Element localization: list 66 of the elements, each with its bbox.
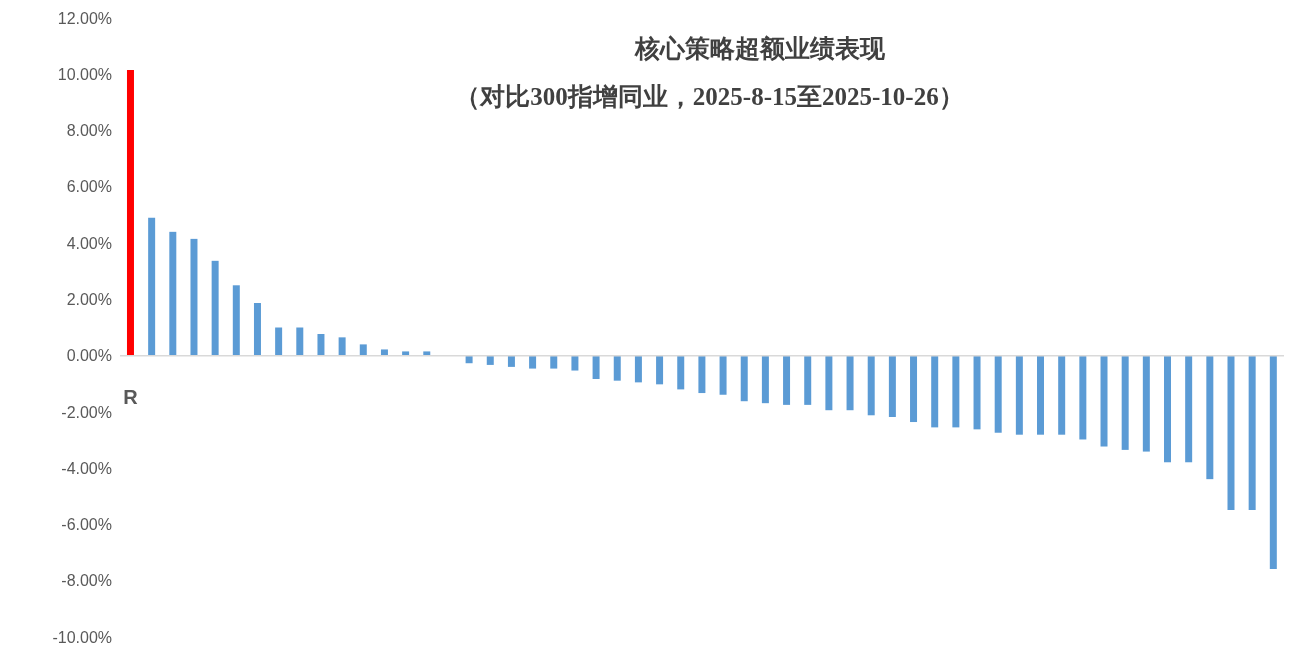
bar (613, 355, 621, 381)
bar (910, 355, 918, 423)
y-tick-label: 2.00% (66, 291, 112, 309)
bar (1164, 355, 1171, 463)
bar (275, 327, 283, 356)
x-tick-label: R (123, 385, 139, 408)
y-tick-label: -10.00% (52, 628, 112, 646)
bar (1206, 355, 1214, 480)
bar (783, 355, 791, 405)
bar (1079, 355, 1087, 440)
bar (126, 70, 134, 356)
bar (804, 355, 812, 405)
bar (740, 355, 748, 402)
y-tick-label: -2.00% (61, 403, 112, 421)
bar (825, 355, 833, 411)
bar (1248, 355, 1256, 511)
y-tick-label: 8.00% (66, 122, 112, 140)
bar (1037, 355, 1045, 435)
y-tick-label: 6.00% (66, 178, 112, 196)
bar (1121, 355, 1129, 450)
bar (1015, 355, 1023, 435)
bar (338, 337, 346, 356)
bar (656, 355, 664, 385)
bar (1100, 355, 1108, 447)
bar (1185, 355, 1193, 463)
bar (592, 355, 600, 379)
bar (994, 355, 1002, 433)
bar (634, 355, 642, 383)
bar (507, 355, 515, 367)
bar (169, 231, 177, 356)
bar (1227, 355, 1235, 511)
bar (296, 327, 304, 356)
bar (190, 238, 198, 356)
bar (931, 355, 939, 428)
bar (148, 217, 156, 356)
bar (529, 355, 537, 369)
bar (486, 355, 494, 365)
bar (973, 355, 981, 430)
bar (317, 333, 325, 356)
y-tick-label: 4.00% (66, 234, 112, 252)
bar (846, 355, 854, 411)
bar (253, 303, 261, 356)
text: 核心策略超额业绩表现 (633, 34, 886, 64)
bar (888, 355, 896, 417)
bar (232, 285, 240, 356)
bar (1058, 355, 1066, 435)
bar (1142, 355, 1150, 452)
bar (952, 355, 960, 428)
bar (677, 355, 685, 390)
bar (1269, 355, 1277, 569)
y-tick-label: 0.00% (66, 347, 112, 365)
bar (867, 355, 875, 416)
bar (719, 355, 727, 395)
text: （对比300指增同业，2025-8-15至2025-10-26） (455, 83, 964, 110)
y-tick-label: 12.00% (57, 9, 112, 27)
y-tick-label: -4.00% (61, 459, 112, 477)
bar (571, 355, 579, 371)
bar (761, 355, 769, 404)
bar (698, 355, 706, 394)
bar (550, 355, 558, 369)
bar (465, 355, 473, 364)
bar (211, 260, 219, 356)
bar (359, 344, 367, 356)
y-tick-label: -8.00% (61, 572, 112, 590)
y-tick-label: -6.00% (61, 516, 112, 534)
y-tick-label: 10.00% (57, 65, 112, 83)
